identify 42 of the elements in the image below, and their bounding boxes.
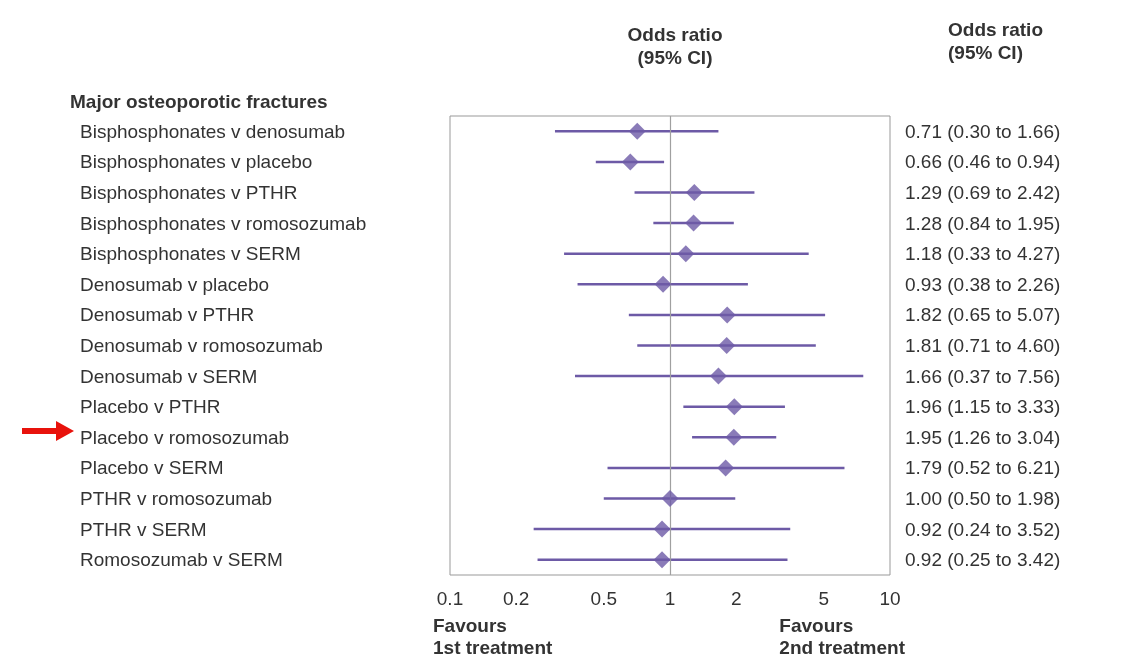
x-tick-label: 0.5 <box>590 588 617 609</box>
y-tick-label: Bisphosphonates v placebo <box>80 151 313 173</box>
text: Odds ratio (95% CI) <box>948 19 1044 63</box>
y-tick-label: Placebo v SERM <box>80 457 224 479</box>
y-tick-label: Denosumab v placebo <box>80 273 270 295</box>
data-label: 1.28 (0.84 to 1.95) <box>905 212 1061 234</box>
y-tick-label: Denosumab v SERM <box>80 365 258 387</box>
x-tick-label: 10 <box>879 588 901 609</box>
y-tick-label: Denosumab v romosozumab <box>80 335 323 356</box>
chart-title: Odds ratio (95% CI) <box>627 24 723 68</box>
text: Favours 2nd treatment <box>779 614 906 658</box>
data-label: 0.92 (0.24 to 3.52) <box>905 518 1061 540</box>
x-tick-label: 2 <box>730 588 742 609</box>
data-label: 1.18 (0.33 to 4.27) <box>905 243 1061 265</box>
y-tick-label: Placebo v PTHR <box>80 396 221 418</box>
y-tick-label: Bisphosphonates v SERM <box>80 243 301 265</box>
x-tick-label: 5 <box>818 588 830 609</box>
data-label: 0.66 (0.46 to 0.94) <box>905 151 1061 173</box>
data-label: 1.29 (0.69 to 2.42) <box>905 182 1061 203</box>
data-label: 1.95 (1.26 to 3.04) <box>905 426 1061 448</box>
data-label: 1.96 (1.15 to 3.33) <box>905 396 1061 418</box>
y-tick-label: Bisphosphonates v PTHR <box>80 182 298 203</box>
y-tick-label: PTHR v romosozumab <box>80 488 273 509</box>
data-label: 1.81 (0.71 to 4.60) <box>905 335 1061 356</box>
y-tick-label: Denosumab v PTHR <box>80 304 255 326</box>
y-tick-label: Romosozumab v SERM <box>80 549 283 571</box>
x-tick-label: 0.1 <box>436 588 464 609</box>
y-tick-label: Placebo v romosozumab <box>80 426 290 448</box>
data-label: 1.82 (0.65 to 5.07) <box>905 304 1061 326</box>
y-tick-label: Bisphosphonates v denosumab <box>80 120 346 142</box>
data-label: 1.00 (0.50 to 1.98) <box>905 488 1061 509</box>
data-label: 0.93 (0.38 to 2.26) <box>905 273 1061 295</box>
x-tick-label: 0.2 <box>503 588 530 609</box>
data-label: 1.79 (0.52 to 6.21) <box>905 457 1061 479</box>
data-label: 0.71 (0.30 to 1.66) <box>905 120 1061 142</box>
y-tick-label: Bisphosphonates v romosozumab <box>80 212 367 234</box>
x-tick-label: 1 <box>664 588 676 609</box>
text: Major osteoporotic fractures <box>70 91 328 112</box>
data-label: 1.66 (0.37 to 7.56) <box>905 365 1061 387</box>
y-tick-label: PTHR v SERM <box>80 518 207 540</box>
data-label: 0.92 (0.25 to 3.42) <box>905 549 1061 571</box>
text: Favours 1st treatment <box>433 614 553 658</box>
